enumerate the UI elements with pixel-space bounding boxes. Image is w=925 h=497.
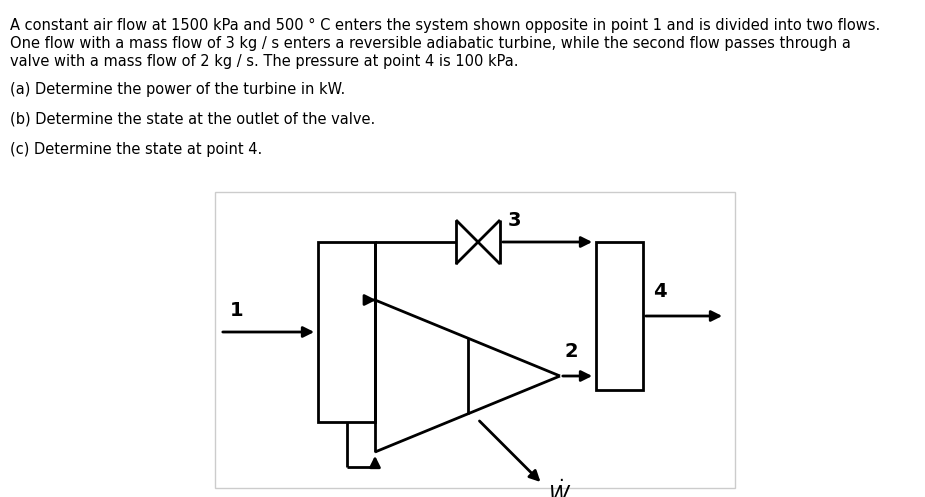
Text: 2: 2 (565, 342, 579, 361)
Text: valve with a mass flow of 2 kg / s. The pressure at point 4 is 100 kPa.: valve with a mass flow of 2 kg / s. The … (10, 54, 519, 69)
Bar (318, 242, 375, 422)
Text: 1: 1 (230, 301, 243, 320)
Text: (c) Determine the state at point 4.: (c) Determine the state at point 4. (10, 142, 263, 157)
Text: $\dot{W}$: $\dot{W}$ (548, 479, 571, 497)
Text: One flow with a mass flow of 3 kg / s enters a reversible adiabatic turbine, whi: One flow with a mass flow of 3 kg / s en… (10, 36, 851, 51)
Text: (a) Determine the power of the turbine in kW.: (a) Determine the power of the turbine i… (10, 82, 345, 97)
Text: 3: 3 (508, 211, 522, 230)
Text: 4: 4 (653, 282, 667, 301)
Text: A constant air flow at 1500 kPa and 500 ° C enters the system shown opposite in : A constant air flow at 1500 kPa and 500 … (10, 18, 881, 33)
Text: (b) Determine the state at the outlet of the valve.: (b) Determine the state at the outlet of… (10, 112, 376, 127)
Bar (215, 192, 735, 488)
Bar (596, 242, 643, 390)
